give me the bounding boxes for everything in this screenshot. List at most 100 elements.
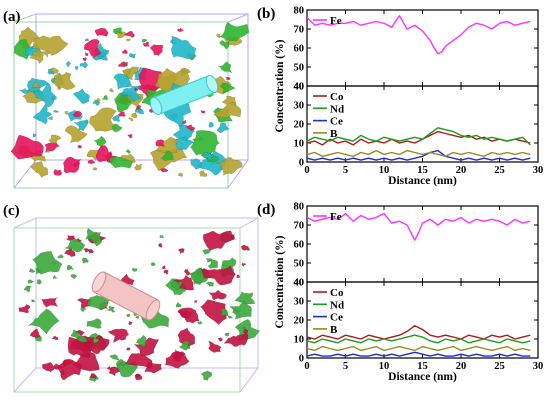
phase-blob: [32, 251, 63, 275]
phase-blob: [107, 155, 133, 169]
phase-blob: [160, 150, 174, 162]
phase-blob: [53, 109, 59, 113]
x-axis-label: Distance (nm): [388, 175, 457, 187]
phase-blob: [141, 38, 148, 43]
phase-blob: [32, 82, 41, 88]
phase-blob: [70, 329, 81, 340]
phase-blob: [213, 102, 242, 118]
y-tick-label: 50: [294, 259, 305, 270]
phase-blob: [161, 265, 166, 270]
phase-blob: [134, 108, 144, 115]
phase-blob: [94, 27, 109, 37]
phase-blob: [41, 362, 55, 373]
y-tick-label: 10: [294, 139, 305, 150]
phase-blob: [223, 332, 249, 347]
y-tick-label: 80: [294, 6, 305, 17]
phase-blob: [27, 308, 60, 335]
x-axis-label: Distance (nm): [388, 371, 457, 383]
phase-blob: [216, 122, 230, 134]
phase-blob: [135, 334, 148, 348]
phase-blob: [219, 82, 236, 95]
phase-blob: [87, 159, 96, 165]
phase-blob: [184, 268, 191, 276]
legend-label: Fe: [330, 15, 342, 27]
phase-blob: [177, 172, 184, 177]
plot-frame: [306, 205, 539, 283]
panel-label: (d): [257, 202, 275, 218]
phase-blob: [190, 158, 202, 170]
phase-blob: [48, 134, 62, 144]
y-tick-label: 50: [294, 63, 305, 74]
phase-blob: [76, 297, 92, 309]
y-tick-label: 30: [294, 101, 305, 112]
phase-blob: [64, 238, 85, 253]
y-tick-label: 20: [294, 316, 305, 327]
y-tick-label: 40: [294, 278, 305, 289]
legend-label: Fe: [330, 211, 342, 223]
phase-blob: [140, 308, 170, 329]
phase-blob: [202, 151, 216, 162]
phase-blob: [134, 87, 139, 92]
phase-blob: [125, 38, 131, 42]
plot-frame: [306, 9, 539, 87]
phase-blob: [107, 365, 113, 370]
y-tick-label: 0: [299, 158, 304, 169]
legend-label: Nd: [330, 299, 344, 311]
phase-blob: [72, 352, 100, 372]
phase-blob: [208, 121, 214, 128]
phase-blob: [74, 65, 79, 71]
phase-blob: [112, 114, 121, 122]
phase-blob: [216, 33, 221, 39]
phase-blob: [185, 124, 196, 131]
phase-blob: [85, 52, 89, 57]
y-tick-label: 40: [294, 82, 305, 93]
phase-blob: [202, 230, 236, 251]
phase-blob: [178, 247, 185, 254]
phase-blob: [194, 299, 198, 304]
phase-blob: [133, 337, 160, 356]
phase-blob: [65, 61, 71, 68]
panel-a-render: [10, 13, 250, 189]
phase-blob: [109, 354, 120, 361]
phase-blob: [82, 56, 88, 62]
phase-blob: [175, 302, 182, 308]
phase-blob: [230, 233, 236, 239]
phase-blob: [47, 68, 55, 76]
phase-blob: [241, 262, 246, 267]
phase-blob: [229, 300, 252, 320]
phase-blob: [53, 71, 76, 90]
phase-blob: [205, 281, 215, 287]
phase-blob: [18, 87, 31, 94]
phase-blob: [70, 274, 78, 279]
phase-blob: [66, 264, 74, 271]
phase-blob: [64, 246, 76, 257]
panel-a-box-edge: [13, 159, 37, 189]
phase-blob: [83, 247, 90, 253]
panel-a: (a): [3, 9, 250, 189]
x-tick-label: 0: [304, 361, 309, 372]
x-tick-label: 30: [533, 165, 544, 176]
panel-a-box-edge: [227, 13, 249, 23]
phase-blob: [159, 235, 164, 239]
phase-blob: [240, 244, 251, 251]
phase-blob: [208, 340, 222, 353]
phase-blob: [112, 27, 123, 35]
phase-blob: [77, 144, 82, 149]
phase-blob: [27, 279, 35, 285]
legend-label: B: [330, 324, 338, 336]
phase-blob: [217, 337, 223, 342]
phase-blob: [80, 306, 87, 312]
panel-c-box-edge: [239, 217, 259, 229]
phase-blob: [88, 373, 97, 379]
phase-blob: [81, 257, 89, 264]
panel-label: (c): [3, 203, 20, 219]
phase-blob: [47, 116, 54, 121]
legend-label: Ce: [330, 312, 343, 324]
y-tick-label: 40: [294, 82, 305, 93]
phase-blob: [79, 61, 89, 69]
phase-blob: [207, 259, 219, 269]
phase-blob: [125, 353, 153, 369]
phase-blob: [200, 299, 227, 325]
phase-blob: [118, 61, 128, 68]
